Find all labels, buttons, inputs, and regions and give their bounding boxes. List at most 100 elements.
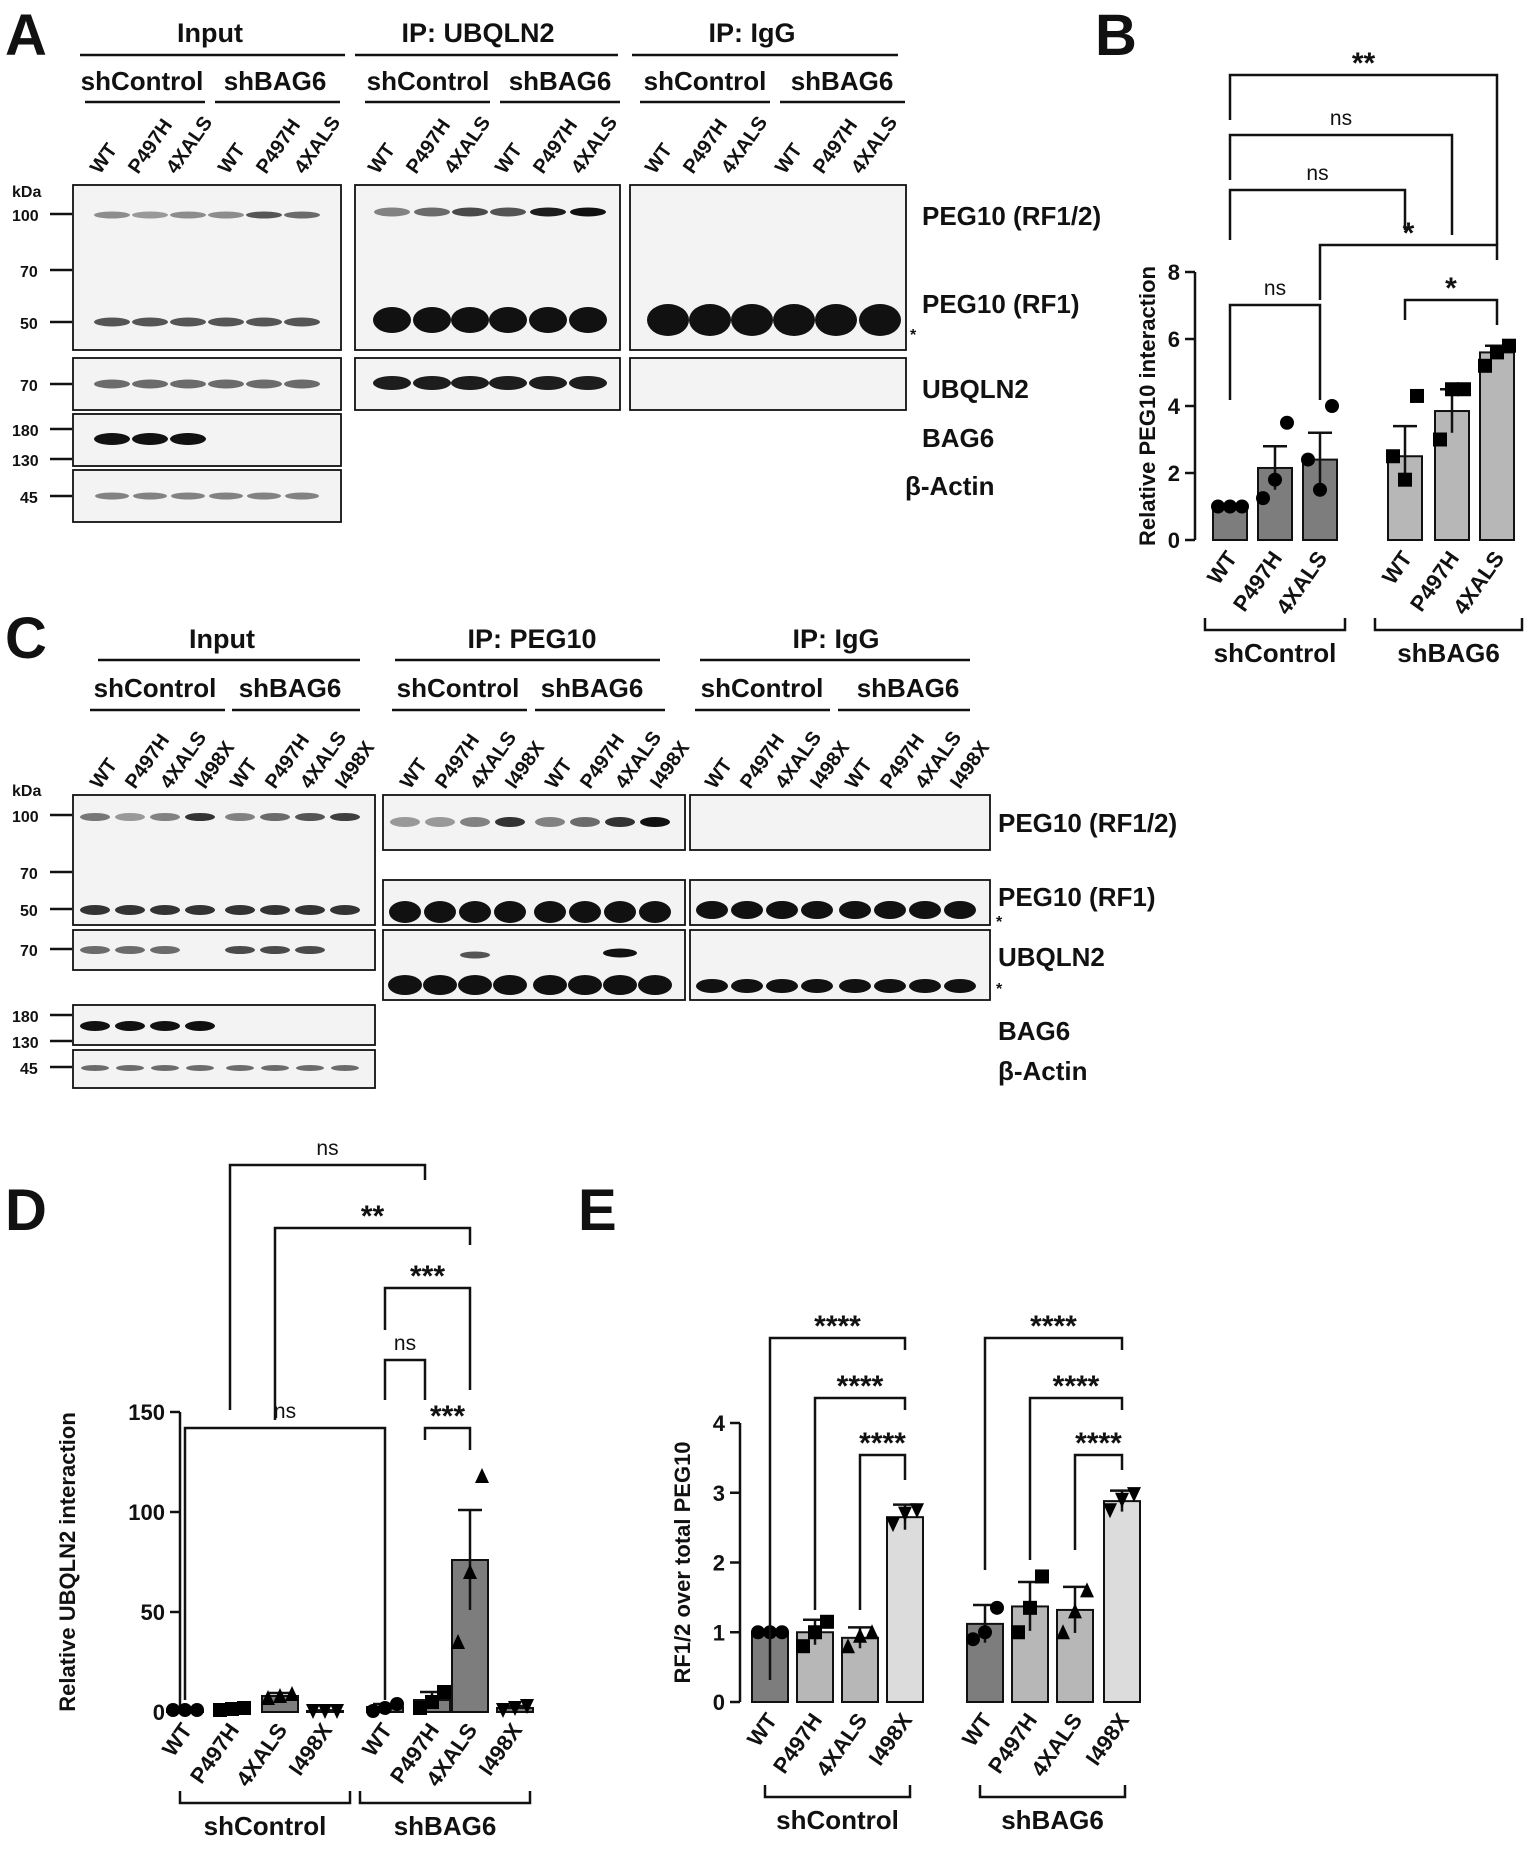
band [640, 817, 670, 827]
data-point [1256, 491, 1270, 506]
band [874, 979, 906, 993]
band [766, 979, 798, 993]
marker-50: 50 [20, 316, 38, 333]
significance-label: *** [410, 1260, 445, 1293]
significance-bracket [858, 1453, 907, 1610]
significance-bracket [1228, 73, 1499, 245]
band [94, 211, 130, 219]
lane-label: 4XALS [717, 112, 772, 177]
band [493, 975, 527, 995]
group-label: shControl [776, 1805, 899, 1835]
significance-bracket [228, 1163, 427, 1410]
group-bracket [978, 1785, 1127, 1799]
data-point [306, 1704, 320, 1719]
sub-title: shBAG6 [239, 673, 342, 703]
band-label-peg10-rf12: PEG10 (RF1/2) [998, 808, 1177, 838]
data-point [1011, 1625, 1025, 1640]
data-point [1268, 472, 1282, 487]
x-tick-label: WT [1202, 546, 1242, 589]
band [295, 813, 325, 821]
data-point [425, 1695, 439, 1709]
band [604, 901, 636, 923]
data-point [898, 1506, 912, 1522]
group-label: shControl [204, 1811, 327, 1841]
band [569, 901, 601, 923]
data-point [475, 1468, 489, 1483]
band [116, 1065, 144, 1071]
data-point [1235, 499, 1249, 514]
band [151, 1065, 179, 1071]
kda-label: kDa [12, 783, 41, 800]
band [170, 379, 206, 389]
data-point [1445, 382, 1459, 397]
significance-label: ** [361, 1200, 385, 1233]
bar [1479, 351, 1515, 541]
group-title-ip-igg: IP: IgG [709, 18, 796, 48]
group-title-input: Input [189, 624, 255, 654]
significance-label: * [1403, 217, 1415, 250]
lane-label: WT [491, 140, 527, 178]
group-bracket [1373, 618, 1524, 632]
data-point [437, 1685, 451, 1699]
band [226, 1065, 254, 1071]
lane-label: 4XALS [290, 112, 345, 177]
band [295, 905, 325, 915]
data-point [1115, 1492, 1129, 1508]
data-point [1280, 415, 1294, 430]
band [452, 207, 488, 217]
x-tick-label: WT [957, 1708, 997, 1751]
y-axis-title: Relative UBQLN2 interaction [55, 1412, 80, 1712]
marker-130: 130 [12, 453, 39, 470]
panel-letter-c: C [5, 606, 47, 671]
lane-label: WT [541, 755, 577, 793]
band [815, 304, 857, 336]
data-point [1386, 449, 1400, 464]
sub-title: shControl [397, 673, 520, 703]
y-tick-label: 50 [141, 1600, 165, 1625]
band [260, 813, 290, 821]
band [801, 979, 833, 993]
significance-label: ns [1306, 162, 1328, 185]
data-point [1490, 345, 1504, 360]
data-point [1478, 358, 1492, 373]
data-point [1023, 1600, 1037, 1615]
bands-c [80, 813, 976, 1071]
sub-title: shBAG6 [791, 66, 894, 96]
group-label: shBAG6 [1397, 638, 1500, 668]
band [296, 1065, 324, 1071]
data-point [1457, 382, 1471, 397]
marker-45: 45 [20, 1061, 38, 1078]
asterisk: * [996, 981, 1003, 998]
band [425, 817, 455, 827]
band [944, 979, 976, 993]
band [389, 901, 421, 923]
lane-label: WT [86, 755, 122, 793]
marker-180: 180 [12, 423, 39, 440]
band [330, 813, 360, 821]
blot-igg-ubqln2 [629, 357, 907, 411]
marker-45: 45 [20, 490, 38, 507]
band [132, 433, 168, 445]
lane-label: WT [364, 140, 400, 178]
data-point [213, 1703, 227, 1717]
y-tick-label: 8 [1168, 260, 1180, 285]
data-point [496, 1703, 510, 1718]
band [150, 1021, 180, 1031]
significance-label: *** [430, 1400, 465, 1433]
band [133, 492, 167, 500]
sub-title: shControl [367, 66, 490, 96]
marker-180: 180 [12, 1009, 39, 1026]
significance-bracket [1028, 1396, 1124, 1560]
band [689, 304, 731, 336]
asterisk: * [910, 327, 917, 344]
band [94, 379, 130, 389]
sub-title: shControl [644, 66, 767, 96]
data-point [808, 1625, 822, 1640]
significance-bracket [1228, 188, 1407, 240]
lane-label: WT [771, 140, 807, 178]
marker-130: 130 [12, 1035, 39, 1052]
band [451, 307, 489, 333]
group-label: shBAG6 [394, 1811, 497, 1841]
panel-c: C Input IP: PEG10 IP: IgG shControl shBA… [5, 606, 1177, 1089]
x-tick-label: I498X [1081, 1708, 1135, 1770]
